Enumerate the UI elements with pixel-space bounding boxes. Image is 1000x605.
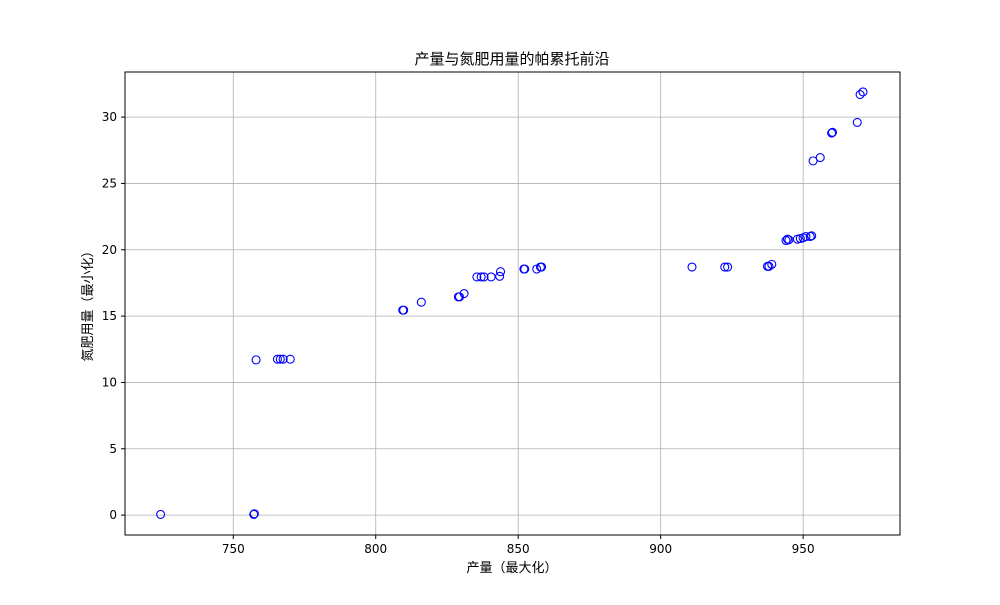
x-tick-label: 850 <box>507 542 530 556</box>
data-point <box>416 297 426 307</box>
data-point <box>852 117 862 127</box>
data-point <box>807 231 817 241</box>
data-point <box>479 272 489 282</box>
data-point <box>278 354 288 364</box>
data-point <box>720 262 730 272</box>
y-tick-label: 30 <box>102 110 117 124</box>
plot-area <box>124 71 901 536</box>
data-point <box>784 235 794 245</box>
x-tick-label: 900 <box>649 542 672 556</box>
data-point <box>808 156 818 166</box>
data-point <box>687 262 697 272</box>
x-tick-label: 950 <box>792 542 815 556</box>
data-point <box>495 267 506 277</box>
grid <box>125 72 900 535</box>
data-point <box>476 272 486 282</box>
data-point <box>520 264 530 274</box>
data-point <box>858 87 868 97</box>
data-point <box>454 292 465 302</box>
data-point <box>537 262 547 272</box>
data-point <box>275 354 285 364</box>
data-point <box>723 262 733 272</box>
y-tick-label: 20 <box>102 243 117 257</box>
chart-title: 产量与氮肥用量的帕累托前沿 <box>414 50 609 68</box>
y-tick-label: 15 <box>102 309 117 323</box>
x-tick-label: 800 <box>364 542 387 556</box>
data-point <box>472 272 482 282</box>
y-tick-label: 10 <box>102 375 117 389</box>
data-point <box>272 354 282 364</box>
y-tick-label: 25 <box>102 176 117 190</box>
data-point <box>801 231 811 242</box>
data-point <box>285 354 295 364</box>
data-point <box>251 355 261 365</box>
y-tick-label: 0 <box>109 508 117 522</box>
data-point <box>399 305 409 315</box>
y-axis: 0 5 10 15 20 25 30 <box>102 110 125 522</box>
data-point <box>249 509 259 519</box>
y-tick-label: 5 <box>109 442 117 456</box>
data-point <box>767 259 777 269</box>
data-point <box>764 261 774 271</box>
data-point <box>827 128 837 138</box>
x-tick-label: 750 <box>222 542 245 556</box>
data-point <box>486 272 496 282</box>
data-point <box>827 127 838 137</box>
data-points <box>156 87 868 519</box>
data-point <box>495 271 505 281</box>
y-axis-label: 氮肥用量（最小化） <box>81 244 96 361</box>
x-axis: 750 800 850 900 950 <box>222 535 815 556</box>
x-axis-label: 产量（最大化） <box>466 561 557 576</box>
data-point <box>459 289 469 299</box>
data-point <box>156 509 166 519</box>
data-point <box>815 153 825 163</box>
data-point <box>855 90 865 100</box>
